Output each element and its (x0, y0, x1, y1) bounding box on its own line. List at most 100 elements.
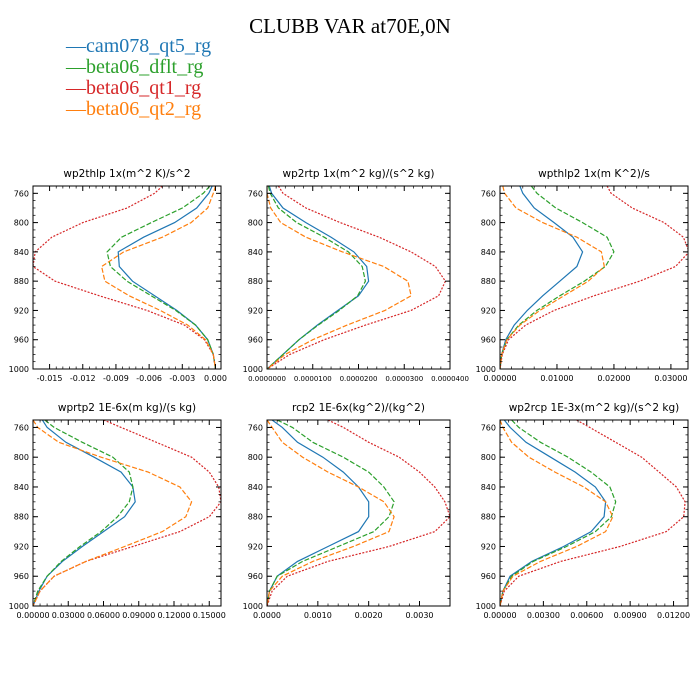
panel-title: wpthlp2 1x(m K^2)/s (538, 168, 650, 180)
legend-label-3: beta06_qt1_rg (86, 77, 202, 99)
panel-title: wp2rcp 1E-3x(m^2 kg)/(s^2 kg) (509, 402, 680, 414)
y-tick-label: 760 (248, 423, 263, 432)
y-tick-label: 960 (481, 336, 496, 345)
legend-item-3: —beta06_qt1_rg (66, 78, 211, 99)
y-tick-label: 1000 (476, 365, 496, 374)
legend-label-2: beta06_dflt_rg (86, 56, 204, 78)
y-tick-label: 1000 (243, 602, 263, 611)
series-line-2 (500, 186, 615, 369)
x-tick-label: 0.0020 (355, 611, 383, 620)
x-tick-label: 0.15000 (193, 611, 226, 620)
y-tick-label: 920 (481, 306, 496, 315)
panel-title: wp2rtp 1x(m^2 kg)/(s^2 kg) (282, 168, 434, 180)
series-line-1 (500, 420, 607, 606)
y-tick-label: 840 (481, 248, 496, 257)
x-tick-label: 0.00000 (16, 611, 49, 620)
y-tick-label: 840 (481, 483, 496, 492)
plot-frame (32, 419, 222, 607)
y-tick-label: 880 (248, 277, 263, 286)
series-line-1 (500, 186, 584, 369)
x-tick-label: 0.01000 (540, 374, 573, 383)
y-tick-label: 920 (14, 542, 29, 551)
legend-item-1: —cam078_qt5_rg (66, 36, 211, 57)
x-tick-label: 0.06000 (87, 611, 120, 620)
series-line-3 (33, 420, 221, 606)
series-line-4 (500, 420, 614, 606)
plot-frame (32, 185, 222, 370)
y-tick-label: 880 (481, 277, 496, 286)
legend-label-1: cam078_qt5_rg (86, 35, 212, 57)
y-tick-label: 840 (14, 483, 29, 492)
y-tick-label: 960 (14, 572, 29, 581)
series-line-1 (33, 420, 136, 606)
y-tick-label: 840 (14, 248, 29, 257)
x-tick-label: 0.01200 (657, 611, 690, 620)
series-line-3 (267, 186, 447, 369)
plot-frame (266, 419, 451, 607)
figure-title: CLUBB VAR at70E,0N (249, 14, 451, 38)
y-tick-label: 760 (248, 189, 263, 198)
series-line-4 (33, 420, 193, 606)
x-tick-label: 0.000 (204, 374, 227, 383)
series-line-2 (267, 420, 395, 606)
y-tick-label: 880 (248, 513, 263, 522)
y-tick-label: 760 (14, 423, 29, 432)
y-tick-label: 880 (14, 277, 29, 286)
plot-frame (266, 185, 451, 370)
panel-5: rcp2 1E-6x(kg^2)/(kg^2) 760 800 840 880 920 96… (243, 402, 451, 620)
y-tick-label: 920 (481, 542, 496, 551)
legend-label-4: beta06_qt2_rg (86, 98, 202, 120)
series-line-1 (267, 186, 370, 369)
y-tick-label: 960 (14, 336, 29, 345)
y-tick-label: 960 (248, 336, 263, 345)
y-tick-label: 880 (481, 513, 496, 522)
panel-2: wp2rtp 1x(m^2 kg)/(s^2 kg) 760 800 840 880 92… (243, 168, 469, 383)
series-line-1 (267, 420, 370, 606)
x-tick-label: 0.02000 (597, 374, 630, 383)
series-line-3 (267, 420, 450, 606)
x-tick-label: -0.012 (70, 374, 96, 383)
x-tick-label: -0.009 (103, 374, 129, 383)
y-tick-label: 840 (248, 483, 263, 492)
legend-item-4: —beta06_qt2_rg (66, 99, 211, 120)
y-tick-label: 800 (248, 219, 263, 228)
x-tick-label: 0.00600 (570, 611, 603, 620)
y-tick-label: 920 (248, 306, 263, 315)
x-tick-label: -0.015 (37, 374, 63, 383)
y-tick-label: 920 (14, 306, 29, 315)
y-tick-label: 1000 (9, 365, 29, 374)
x-tick-label: 0.0000100 (294, 375, 332, 383)
x-tick-label: 0.00900 (614, 611, 647, 620)
x-tick-label: 0.03000 (52, 611, 85, 620)
x-tick-label: 0.03000 (654, 374, 687, 383)
y-tick-label: 800 (14, 453, 29, 462)
x-tick-label: 0.00300 (527, 611, 560, 620)
y-tick-label: 800 (481, 453, 496, 462)
x-tick-label: 0.0000 (253, 611, 281, 620)
x-tick-label: 0.09000 (122, 611, 155, 620)
series-line-2 (106, 186, 217, 369)
x-tick-label: 0.0000200 (340, 375, 378, 383)
legend-swatch-2: — (66, 56, 86, 78)
panel-6: wp2rcp 1E-3x(m^2 kg)/(s^2 kg) 760 800 840 88… (476, 402, 690, 620)
x-tick-label: 0.0000000 (248, 375, 286, 383)
series-line-3 (33, 186, 217, 369)
x-tick-label: 0.00000 (483, 611, 516, 620)
y-tick-label: 800 (14, 219, 29, 228)
series-line-2 (33, 420, 134, 606)
series-line-1 (117, 186, 217, 369)
y-tick-label: 1000 (243, 365, 263, 374)
y-tick-label: 880 (14, 513, 29, 522)
x-tick-label: 0.00000 (483, 374, 516, 383)
y-tick-label: 800 (248, 453, 263, 462)
plot-frame (499, 419, 689, 607)
x-tick-label: 0.0030 (406, 611, 434, 620)
x-tick-label: 0.12000 (157, 611, 190, 620)
x-tick-label: 0.0010 (304, 611, 332, 620)
panel-1: wp2thlp 1x(m^2 K)/s^2 760 800 840 880 920 960 1… (9, 168, 227, 383)
series-line-3 (500, 186, 688, 369)
panel-3: wpthlp2 1x(m K^2)/s 760 800 840 880 920 960 100… (476, 168, 689, 383)
y-tick-label: 760 (481, 423, 496, 432)
series-line-4 (100, 186, 217, 369)
